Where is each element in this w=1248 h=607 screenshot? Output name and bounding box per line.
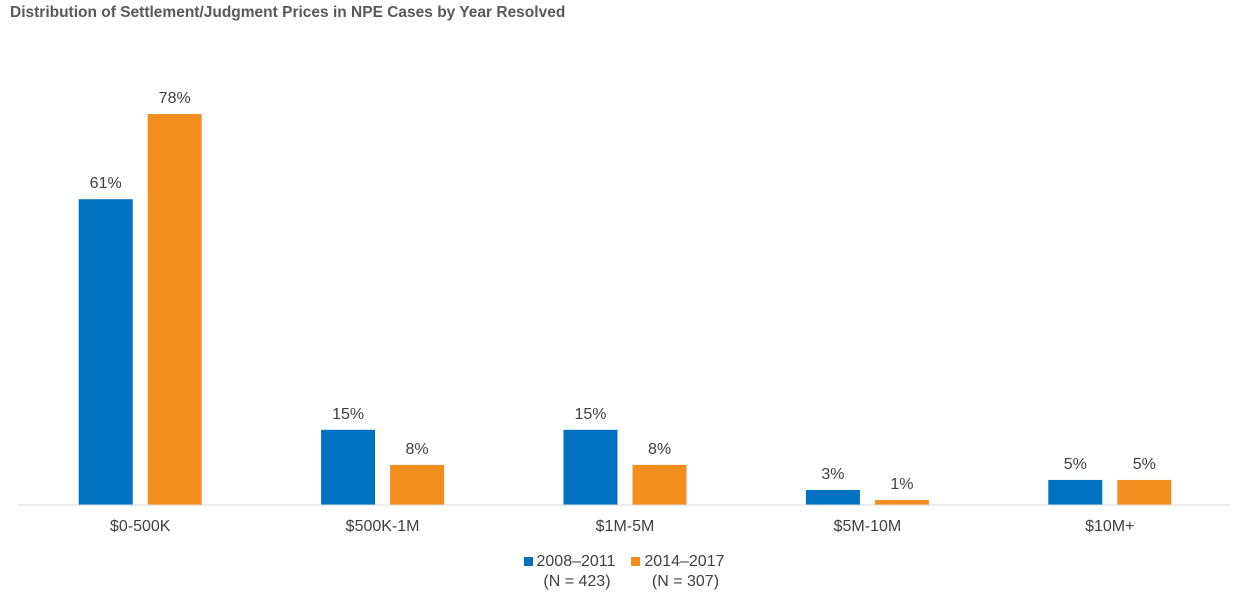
- data-label-2014-2017-0: 78%: [159, 90, 191, 107]
- bar-2008-2011-0: [78, 199, 133, 505]
- x-tick-label-4: $10M+: [1085, 518, 1134, 535]
- bar-2008-2011-4: [1048, 479, 1103, 505]
- x-tick-label-1: $500K-1M: [346, 518, 420, 535]
- legend-item-2008-2011: 2008–2011 (N = 423): [523, 552, 616, 592]
- data-label-2014-2017-1: 8%: [406, 441, 429, 458]
- bar-2014-2017-1: [390, 464, 445, 505]
- bar-2014-2017-2: [632, 464, 687, 505]
- x-tick-label-0: $0-500K: [110, 518, 171, 535]
- bar-2008-2011-1: [321, 429, 376, 505]
- bar-2008-2011-3: [805, 489, 860, 505]
- bar-2014-2017-3: [874, 499, 929, 505]
- legend-item-2014-2017: 2014–2017 (N = 307): [631, 552, 725, 592]
- legend-label-2008-2011: 2008–2011: [536, 553, 616, 570]
- bar-2008-2011-2: [563, 429, 618, 505]
- legend: 2008–2011 (N = 423) 2014–2017 (N = 307): [0, 552, 1248, 592]
- x-tick-label-2: $1M-5M: [596, 518, 655, 535]
- data-labels-group: 61% 78% 15% 8% 15% 8% 3% 1% 5% 5%: [90, 90, 1156, 493]
- legend-swatch-2014-2017: [631, 557, 641, 566]
- data-label-2008-2011-3: 3%: [821, 466, 844, 483]
- data-label-2008-2011-2: 15%: [574, 406, 606, 423]
- data-label-2008-2011-4: 5%: [1064, 456, 1087, 473]
- legend-sub-2014-2017: (N = 307): [651, 573, 720, 590]
- legend-sub-2008-2011: (N = 423): [543, 573, 611, 590]
- bar-2014-2017-0: [147, 114, 202, 505]
- legend-label-2014-2017: 2014–2017: [644, 553, 725, 570]
- x-tick-labels-group: $0-500K $500K-1M $1M-5M $5M-10M $10M+: [110, 518, 1135, 535]
- data-label-2014-2017-4: 5%: [1133, 456, 1156, 473]
- data-label-2008-2011-1: 15%: [332, 406, 364, 423]
- chart-title: Distribution of Settlement/Judgment Pric…: [10, 4, 566, 21]
- data-label-2014-2017-3: 1%: [890, 476, 913, 493]
- data-label-2008-2011-0: 61%: [90, 175, 122, 192]
- x-tick-label-3: $5M-10M: [834, 518, 902, 535]
- legend-swatch-2008-2011: [523, 557, 533, 566]
- data-label-2014-2017-2: 8%: [648, 441, 671, 458]
- bar-2014-2017-4: [1117, 479, 1172, 505]
- bars-group: [78, 114, 1172, 505]
